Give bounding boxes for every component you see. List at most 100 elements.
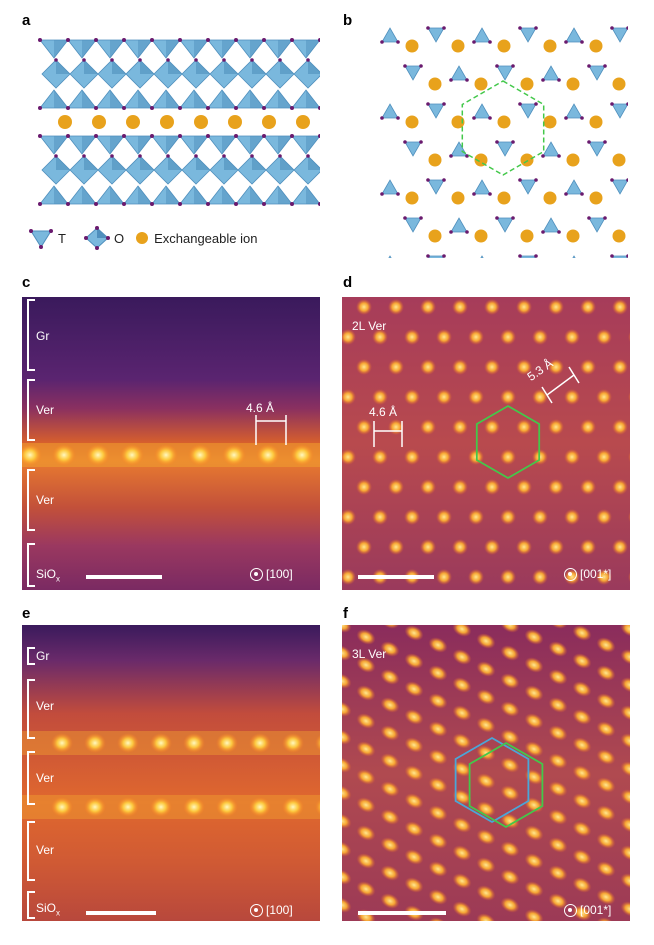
atom-spot [476, 885, 496, 901]
bracket-gr [27, 299, 35, 371]
oxygen-atom [206, 134, 210, 138]
tetrahedron-shade [54, 136, 68, 154]
tetrahedron-shade [250, 186, 264, 204]
tetrahedron-shade [54, 90, 68, 108]
octahedron-shade [84, 60, 98, 74]
tetrahedron-shade [54, 40, 68, 58]
exchangeable-ion [126, 115, 140, 129]
atom-spot [596, 749, 616, 765]
tetrahedron-shade [278, 136, 292, 154]
oxygen-atom [534, 102, 538, 106]
atom-spot [500, 869, 520, 885]
octahedron-shade [56, 60, 70, 74]
atom-column [150, 797, 172, 817]
oxygen-atom [403, 64, 407, 68]
atom-spot [500, 389, 516, 405]
oxygen-atom [587, 140, 591, 144]
oxygen-atom [534, 254, 538, 258]
layer-label-siox: SiOx [36, 567, 61, 584]
oxygen-atom [587, 64, 591, 68]
atom-spot [356, 741, 376, 757]
panel-letter-b: b [343, 12, 353, 29]
atom-spot [596, 777, 616, 793]
atom-spot [620, 733, 630, 749]
zone-circle-icon [250, 903, 263, 917]
atom-spot [580, 419, 596, 435]
zone-circle-icon [564, 903, 577, 917]
exchangeable-ion [474, 153, 488, 167]
atom-spot [620, 705, 630, 721]
oxygen-atom [306, 58, 310, 62]
atom-spot [356, 881, 376, 897]
oxygen-atom [262, 38, 266, 42]
legend-t-label: T [58, 230, 66, 246]
atom-column [84, 733, 106, 753]
oxygen-atom [194, 58, 198, 62]
octahedron-shade [252, 60, 266, 74]
atom-spot [596, 637, 616, 653]
atom-column [315, 734, 320, 752]
oxygen-atom [234, 106, 238, 110]
tetrahedron-shade [222, 186, 236, 204]
atom-spot [612, 359, 628, 375]
atom-spot [580, 479, 596, 495]
atom-spot [548, 809, 568, 825]
atom-spot [500, 897, 520, 913]
oxygen-atom [534, 26, 538, 30]
atom-spot [404, 709, 424, 725]
octahedron-shade [140, 156, 154, 170]
unit-cell-hexagon-f1 [454, 736, 530, 824]
atom-column [86, 444, 110, 466]
tetrahedron-shade [194, 90, 208, 108]
atom-spot [404, 877, 424, 893]
atom-spot [564, 329, 580, 345]
atom-spot [572, 793, 592, 809]
atom-spot [532, 569, 548, 585]
atom-spot [500, 645, 520, 661]
oxygen-atom [94, 134, 98, 138]
exchangeable-ion [58, 115, 72, 129]
atom-spot [420, 419, 436, 435]
octahedron-shade [56, 156, 70, 170]
oxygen-atom [262, 106, 266, 110]
atom-spot [516, 359, 532, 375]
tetrahedron [565, 27, 583, 43]
atom-spot [404, 737, 424, 753]
atom-spot [628, 451, 630, 463]
atom-spot [452, 677, 472, 693]
oxygen-atom [610, 254, 614, 258]
oxygen-atom [94, 38, 98, 42]
exchangeable-ion [228, 115, 242, 129]
atom-spot [620, 817, 630, 833]
atom-spot [380, 725, 400, 741]
panel-f-planview: 3L Ver [001*] [342, 625, 630, 921]
zone-axis-label-d: [001*] [580, 567, 612, 581]
layered-structure-diagram [38, 38, 320, 206]
tetrahedron [427, 27, 445, 43]
measure-tick-d2 [541, 386, 553, 404]
atom-spot [612, 539, 628, 555]
atom-spot [404, 849, 424, 865]
oxygen-atom [306, 154, 310, 158]
atom-spot [572, 765, 592, 781]
tetrahedron-shade [222, 136, 236, 154]
scale-bar-e [86, 911, 156, 915]
exchangeable-ion [405, 115, 419, 129]
oxygen-atom [610, 102, 614, 106]
oxygen-atom [449, 78, 453, 82]
tetrahedron [519, 103, 537, 119]
tetrahedron-shade [194, 186, 208, 204]
atom-spot [596, 889, 616, 905]
measure-label-c: 4.6 Å [246, 401, 275, 415]
oxygen-atom [262, 134, 266, 138]
oxygen-atom [110, 58, 114, 62]
atom-spot [436, 509, 452, 525]
atom-spot [500, 569, 516, 585]
atom-spot [342, 449, 356, 465]
octahedron-shade [168, 60, 182, 74]
oxygen-atom [250, 154, 254, 158]
image-background [22, 625, 320, 921]
oxygen-atom [290, 202, 294, 206]
oxygen-atom [82, 154, 86, 158]
zone-axis-label-f: [001*] [580, 903, 612, 917]
